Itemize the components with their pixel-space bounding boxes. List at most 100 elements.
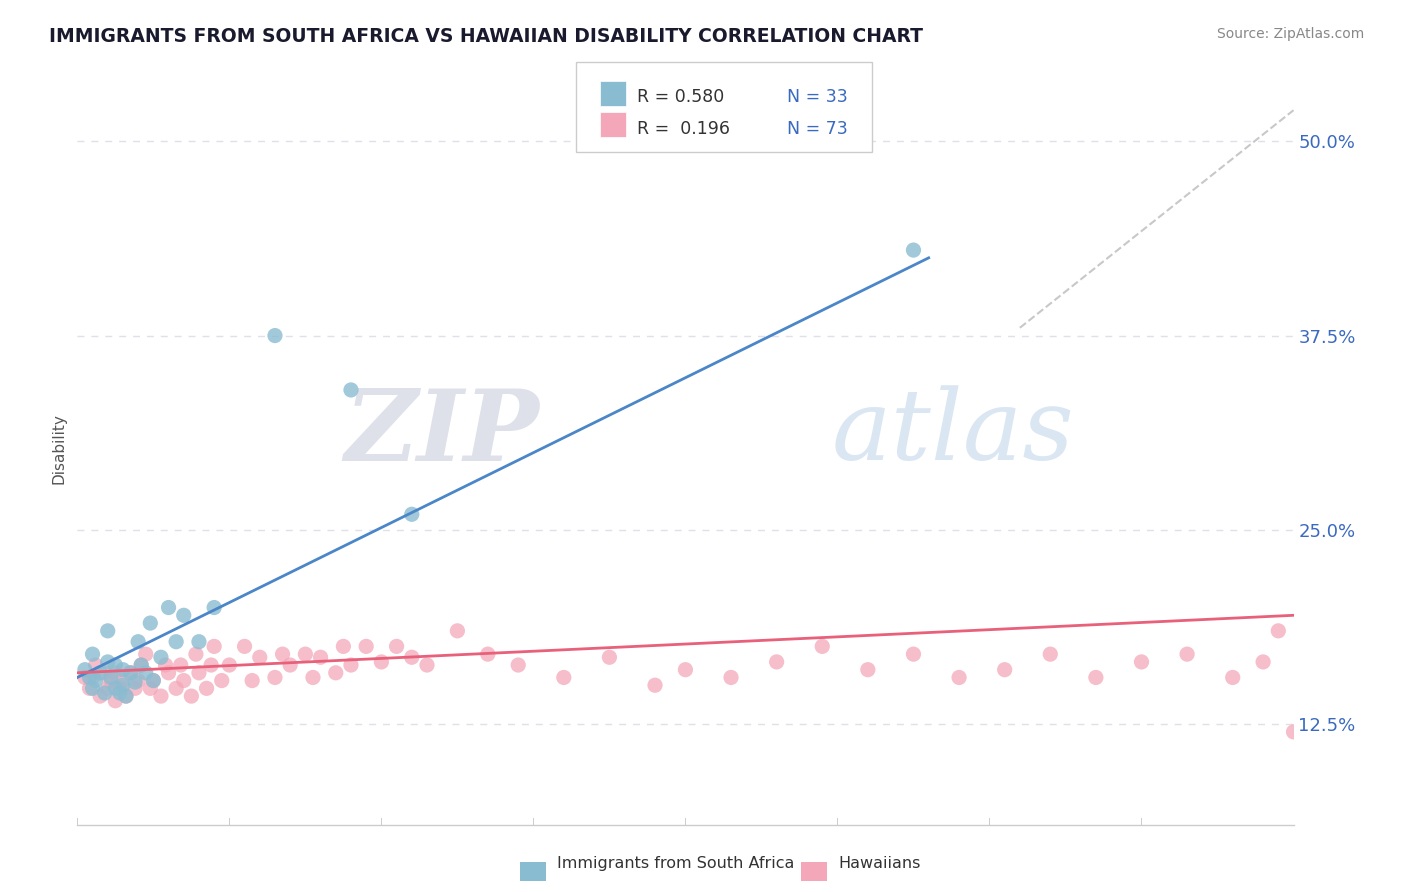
Point [354, 640, 377, 654]
Point [129, 658, 152, 673]
Point [104, 681, 127, 696]
Text: N = 73: N = 73 [787, 120, 848, 137]
Point [73, 670, 96, 684]
Point [1267, 624, 1289, 638]
Point [416, 658, 439, 673]
Point [79, 681, 101, 696]
Point [170, 658, 193, 673]
Point [127, 673, 149, 688]
Point [135, 665, 157, 680]
Point [195, 681, 218, 696]
Point [89, 689, 111, 703]
Text: R =  0.196: R = 0.196 [637, 120, 730, 137]
Point [994, 663, 1017, 677]
Point [1130, 655, 1153, 669]
Text: Source: ZipAtlas.com: Source: ZipAtlas.com [1216, 27, 1364, 41]
Point [325, 665, 347, 680]
Point [100, 673, 122, 688]
Point [120, 665, 142, 680]
Point [84, 658, 107, 673]
Point [79, 670, 101, 684]
Point [82, 647, 104, 661]
Text: atlas: atlas [831, 385, 1074, 481]
Point [165, 634, 187, 648]
Text: R = 0.580: R = 0.580 [637, 88, 724, 106]
Point [97, 681, 120, 696]
Point [142, 673, 165, 688]
Point [309, 650, 332, 665]
Point [340, 383, 363, 397]
Point [97, 624, 120, 638]
Point [340, 658, 363, 673]
Point [477, 647, 499, 661]
Point [903, 243, 925, 257]
Point [675, 663, 697, 677]
Point [401, 508, 423, 522]
Point [108, 681, 131, 696]
Point [233, 640, 256, 654]
Point [124, 675, 146, 690]
Point [1251, 655, 1274, 669]
Point [765, 655, 787, 669]
Point [84, 673, 107, 688]
Point [200, 658, 222, 673]
Point [139, 681, 162, 696]
Point [446, 624, 468, 638]
Point [948, 670, 970, 684]
Point [202, 640, 225, 654]
Point [294, 647, 316, 661]
Point [202, 600, 225, 615]
Point [120, 665, 142, 680]
Point [856, 663, 879, 677]
Point [180, 689, 202, 703]
Point [218, 658, 240, 673]
Point [82, 681, 104, 696]
Point [1039, 647, 1062, 661]
Point [370, 655, 392, 669]
Point [157, 600, 180, 615]
Point [598, 650, 620, 665]
Point [149, 650, 172, 665]
Point [508, 658, 530, 673]
Point [903, 647, 925, 661]
Point [401, 650, 423, 665]
Point [149, 689, 172, 703]
Point [1222, 670, 1244, 684]
Point [89, 665, 111, 680]
Point [644, 678, 666, 692]
Point [271, 647, 294, 661]
Point [553, 670, 575, 684]
Point [1282, 724, 1305, 739]
Text: Hawaiians: Hawaiians [838, 856, 921, 871]
Point [73, 663, 96, 677]
Point [135, 647, 157, 661]
Point [184, 647, 207, 661]
Point [104, 694, 127, 708]
Point [157, 665, 180, 680]
Point [188, 634, 211, 648]
Point [264, 670, 287, 684]
Point [111, 663, 134, 677]
Text: IMMIGRANTS FROM SOUTH AFRICA VS HAWAIIAN DISABILITY CORRELATION CHART: IMMIGRANTS FROM SOUTH AFRICA VS HAWAIIAN… [49, 27, 924, 45]
Point [302, 670, 325, 684]
Point [104, 665, 127, 680]
Point [82, 670, 104, 684]
Point [173, 608, 195, 623]
Point [127, 634, 149, 648]
Point [1084, 670, 1107, 684]
Text: N = 33: N = 33 [787, 88, 848, 106]
Text: Immigrants from South Africa: Immigrants from South Africa [557, 856, 794, 871]
Point [720, 670, 742, 684]
Point [139, 616, 162, 631]
Point [264, 328, 287, 343]
Point [165, 681, 187, 696]
Point [332, 640, 354, 654]
Point [173, 673, 195, 688]
Point [155, 658, 177, 673]
Point [811, 640, 834, 654]
Point [129, 658, 152, 673]
Point [124, 681, 146, 696]
Text: ZIP: ZIP [344, 385, 540, 482]
Point [108, 686, 131, 700]
Point [93, 686, 115, 700]
